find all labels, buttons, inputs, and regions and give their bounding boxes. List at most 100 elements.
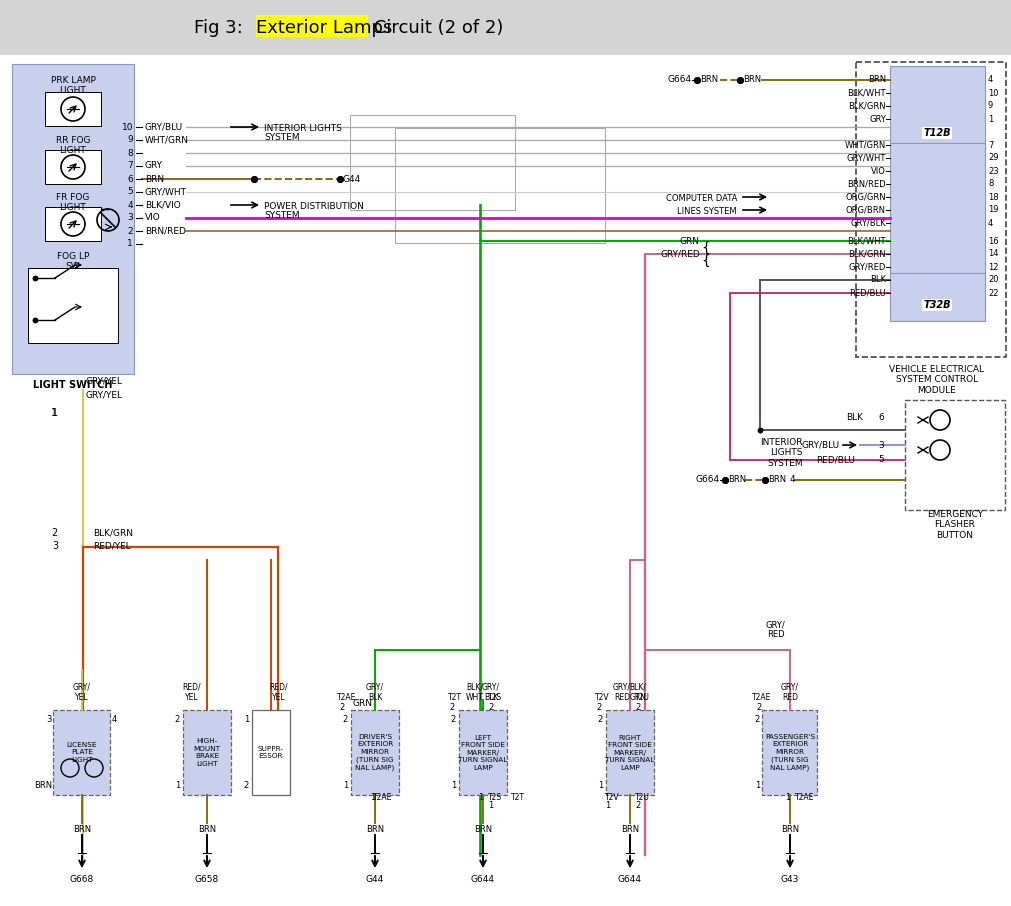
Bar: [606, 710, 653, 795]
Text: BRN: BRN: [145, 175, 164, 184]
Text: BRN: BRN: [700, 75, 718, 84]
Text: GRY/
RED: GRY/ RED: [780, 682, 799, 702]
Text: G644: G644: [470, 875, 494, 884]
Text: GRY/RED: GRY/RED: [659, 249, 700, 258]
Bar: [183, 710, 231, 795]
Text: Circuit (2 of 2): Circuit (2 of 2): [368, 19, 502, 37]
Text: T2U: T2U: [634, 793, 649, 802]
Text: 1: 1: [487, 801, 492, 810]
Text: 5: 5: [127, 188, 132, 197]
Bar: [44, 150, 101, 184]
Text: 29: 29: [987, 153, 998, 162]
Text: G44: G44: [366, 875, 384, 884]
Text: BRN: BRN: [742, 75, 760, 84]
Text: BRN: BRN: [198, 825, 216, 834]
Text: 3: 3: [127, 214, 132, 223]
Text: Exterior Lamps: Exterior Lamps: [256, 19, 392, 37]
Text: 2: 2: [127, 226, 132, 236]
Text: G664: G664: [696, 476, 719, 485]
Text: GRY/
BLK: GRY/ BLK: [481, 682, 499, 702]
Text: T2AE: T2AE: [337, 693, 356, 702]
Bar: [855, 62, 1005, 357]
Text: 22: 22: [987, 288, 998, 297]
Text: T2T: T2T: [448, 693, 462, 702]
Bar: [28, 268, 118, 343]
Text: 8: 8: [127, 149, 132, 158]
Text: 14: 14: [987, 249, 998, 258]
Bar: [54, 710, 110, 795]
Text: 1: 1: [987, 114, 992, 123]
Text: DRIVER'S
EXTERIOR
MIRROR
(TURN SIG
NAL LAMP): DRIVER'S EXTERIOR MIRROR (TURN SIG NAL L…: [355, 734, 394, 771]
Text: T2AE: T2AE: [373, 793, 392, 802]
Text: 4: 4: [987, 218, 992, 227]
Text: BLK/VIO: BLK/VIO: [145, 200, 181, 209]
Text: 7: 7: [987, 140, 993, 149]
Text: 1: 1: [784, 793, 790, 802]
Text: 2: 2: [244, 780, 249, 789]
Text: 2: 2: [634, 702, 640, 711]
Text: RED/BLU: RED/BLU: [848, 288, 885, 297]
Text: BRN: BRN: [780, 825, 799, 834]
Bar: [904, 400, 1004, 510]
Text: COMPUTER DATA: COMPUTER DATA: [665, 194, 736, 203]
Text: GRY/BLK: GRY/BLK: [849, 218, 885, 227]
Text: BRN: BRN: [767, 476, 786, 485]
Text: 4: 4: [112, 716, 117, 725]
Text: LINES SYSTEM: LINES SYSTEM: [676, 207, 736, 216]
Text: 1: 1: [244, 716, 249, 725]
Text: GRY/BLU: GRY/BLU: [145, 122, 183, 131]
Text: 19: 19: [987, 206, 998, 215]
Text: RED/
YEL: RED/ YEL: [183, 682, 201, 702]
Text: 1: 1: [598, 780, 603, 789]
Text: BLK/GRN: BLK/GRN: [847, 249, 885, 258]
Text: 4: 4: [987, 75, 992, 84]
Text: WHT/GRN: WHT/GRN: [844, 140, 885, 149]
Text: T32B: T32B: [922, 300, 949, 310]
Text: 3: 3: [52, 541, 58, 551]
Text: VEHICLE ELECTRICAL
SYSTEM CONTROL
MODULE: VEHICLE ELECTRICAL SYSTEM CONTROL MODULE: [889, 365, 984, 395]
Text: 2: 2: [487, 702, 492, 711]
Text: 1: 1: [51, 408, 57, 418]
Bar: [44, 207, 101, 241]
Text: BLK/WHT: BLK/WHT: [846, 89, 885, 98]
Text: 2: 2: [598, 716, 603, 725]
Bar: [44, 92, 101, 126]
Text: BRN: BRN: [33, 780, 52, 789]
Text: 2: 2: [634, 801, 640, 810]
Text: VIO: VIO: [870, 167, 885, 176]
Text: {: {: [701, 241, 710, 255]
Text: BRN/RED: BRN/RED: [846, 179, 885, 188]
Text: 2: 2: [449, 702, 455, 711]
Text: BLK: BLK: [845, 413, 862, 422]
Text: GRY/WHT: GRY/WHT: [846, 153, 885, 162]
Text: SUPPR-
ESSOR: SUPPR- ESSOR: [258, 746, 284, 759]
Text: 2: 2: [754, 716, 759, 725]
Bar: [350, 115, 515, 210]
Text: RED/YEL: RED/YEL: [93, 542, 130, 551]
Text: PASSENGER'S
EXTERIOR
MIRROR
(TURN SIG
NAL LAMP): PASSENGER'S EXTERIOR MIRROR (TURN SIG NA…: [764, 734, 814, 771]
Bar: [252, 710, 290, 795]
Text: GRY/YEL: GRY/YEL: [86, 376, 123, 385]
Text: GRY/YEL: GRY/YEL: [86, 390, 123, 400]
Text: GRY: GRY: [868, 114, 885, 123]
Text: 10: 10: [987, 89, 998, 98]
Text: 7: 7: [127, 161, 132, 170]
Text: HIGH-
MOUNT
BRAKE
LIGHT: HIGH- MOUNT BRAKE LIGHT: [193, 738, 220, 766]
Text: GRY/
RED: GRY/ RED: [764, 620, 785, 640]
Text: BLK/
GRN: BLK/ GRN: [629, 682, 646, 702]
Text: T2S: T2S: [487, 793, 501, 802]
Text: 1: 1: [343, 780, 348, 789]
Text: 2: 2: [175, 716, 180, 725]
Text: 1: 1: [369, 793, 375, 802]
Text: BRN/RED: BRN/RED: [145, 226, 186, 236]
Text: INTERIOR LIGHTS: INTERIOR LIGHTS: [264, 124, 342, 133]
Text: T2V: T2V: [605, 793, 619, 802]
Text: T2S: T2S: [487, 693, 501, 702]
Text: RIGHT
FRONT SIDE
MARKER/
TURN SIGNAL
LAMP: RIGHT FRONT SIDE MARKER/ TURN SIGNAL LAM…: [605, 735, 654, 770]
Text: RED/
YEL: RED/ YEL: [269, 682, 288, 702]
Text: PRK LAMP
LIGHT: PRK LAMP LIGHT: [51, 76, 95, 95]
Bar: [761, 710, 817, 795]
Text: G658: G658: [195, 875, 219, 884]
Bar: [459, 710, 507, 795]
Text: BRN: BRN: [473, 825, 491, 834]
